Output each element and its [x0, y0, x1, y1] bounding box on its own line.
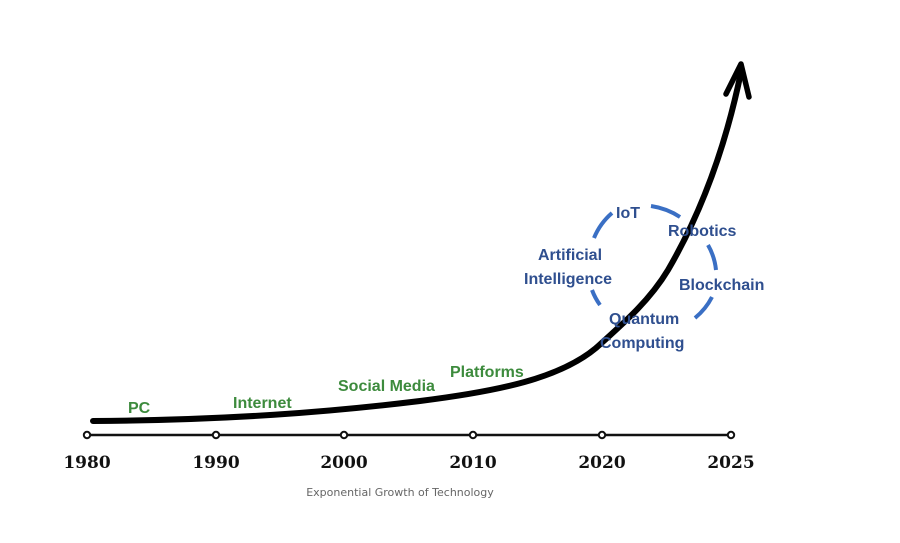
tech-label-quantum-line2: Computing: [600, 335, 684, 352]
circle-arc: [590, 289, 602, 307]
era-label-pc: PC: [128, 400, 151, 417]
circle-arc: [706, 244, 718, 271]
timeline-tick-marker: [468, 430, 478, 440]
year-label: 2025: [707, 453, 754, 473]
timeline-tick-marker: [726, 430, 736, 440]
arrow-head-icon: [723, 61, 752, 100]
timeline-tick-marker: [339, 430, 349, 440]
year-label: 2000: [320, 453, 367, 473]
tech-label-iot: IoT: [616, 205, 640, 222]
timeline-tick-marker: [82, 430, 92, 440]
year-label: 2020: [578, 453, 625, 473]
circle-arc: [592, 211, 614, 239]
era-label-platforms: Platforms: [450, 364, 524, 381]
year-label: 1990: [192, 453, 239, 473]
tech-label-blockchain: Blockchain: [679, 277, 764, 294]
circle-arc: [650, 204, 682, 219]
era-label-internet: Internet: [233, 395, 292, 412]
diagram-caption: Exponential Growth of Technology: [306, 486, 494, 499]
tech-label-ai-line1: Artificial: [538, 247, 602, 264]
tech-label-quantum-line1: Quantum: [609, 311, 679, 328]
era-label-social-media: Social Media: [338, 378, 435, 395]
emerging-tech-circle: [590, 204, 718, 320]
year-label: 2010: [449, 453, 496, 473]
timeline-tick-marker: [211, 430, 221, 440]
tech-label-robotics: Robotics: [668, 223, 737, 240]
year-label: 1980: [63, 453, 110, 473]
timeline-tick-marker: [597, 430, 607, 440]
tech-label-ai-line2: Intelligence: [524, 271, 612, 288]
growth-curve: [90, 69, 744, 424]
circle-arc: [693, 296, 714, 320]
